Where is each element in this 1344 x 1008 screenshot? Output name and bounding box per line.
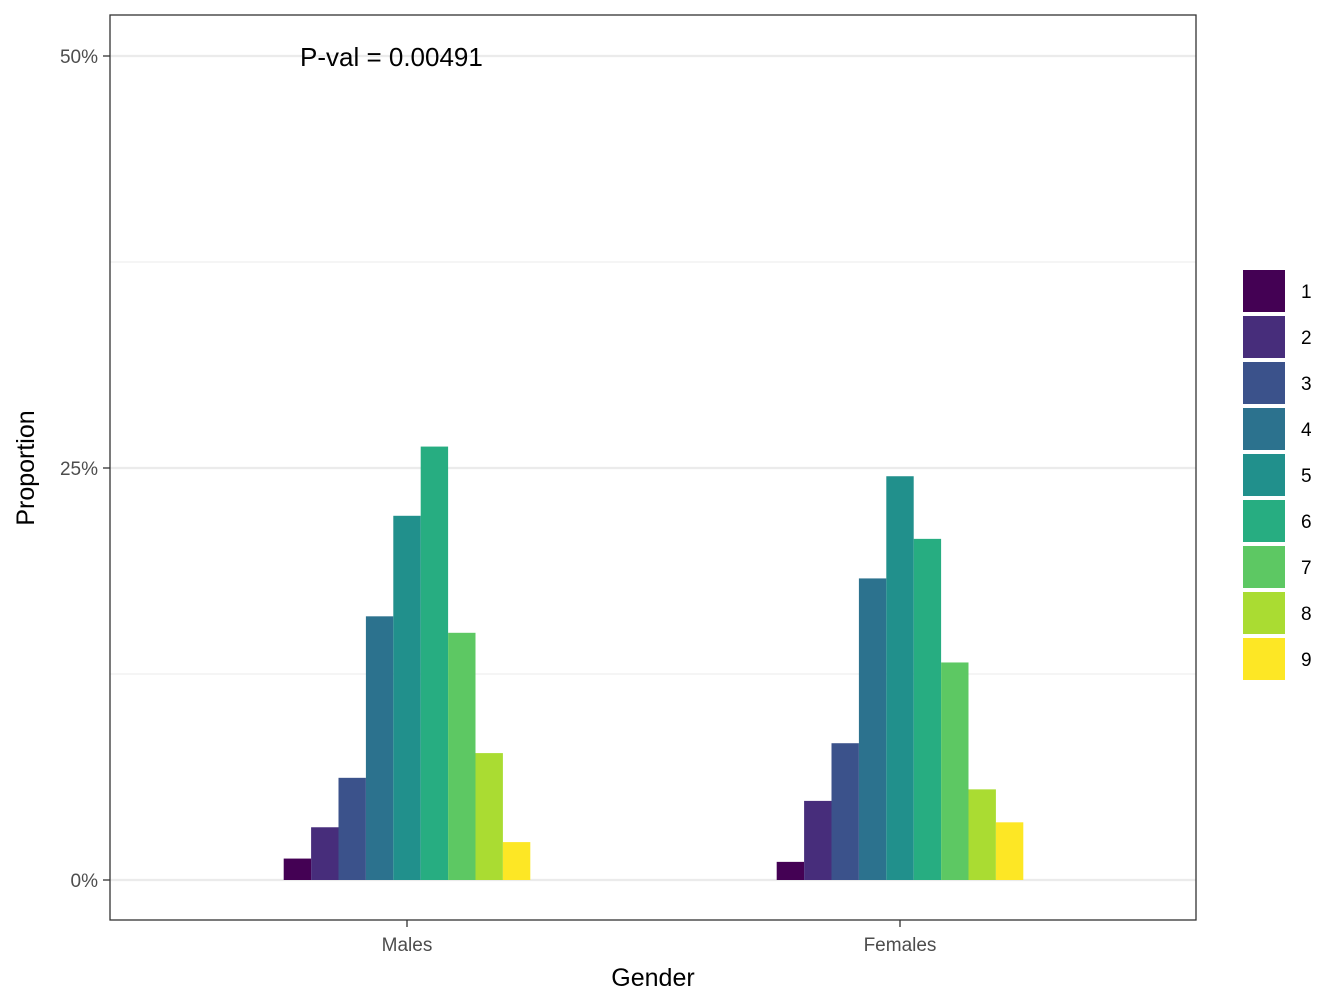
- bar-females-2: [804, 800, 832, 880]
- bar-females-7: [941, 662, 969, 880]
- legend-label-6: 6: [1301, 512, 1312, 533]
- legend-key-1: [1243, 270, 1285, 312]
- bar-males-4: [365, 616, 394, 880]
- bar-females-8: [968, 789, 996, 880]
- y-tick-label: 50%: [60, 47, 98, 68]
- bar-males-2: [311, 827, 339, 880]
- legend-key-2: [1243, 316, 1285, 358]
- bar-males-3: [338, 777, 366, 880]
- x-tick-label: Females: [864, 935, 937, 956]
- legend-key-3: [1243, 362, 1285, 404]
- legend-key-7: [1243, 546, 1285, 588]
- x-axis-title: Gender: [611, 964, 694, 992]
- bar-males-5: [393, 515, 421, 880]
- legend-key-8: [1243, 592, 1285, 634]
- legend-label-5: 5: [1301, 466, 1312, 487]
- x-axis: Males Females: [382, 920, 937, 956]
- bar-males-8: [475, 753, 503, 880]
- bar-males-7: [448, 632, 476, 880]
- bar-females-3: [831, 743, 859, 880]
- bar-males-6: [420, 446, 449, 880]
- legend-label-3: 3: [1301, 374, 1312, 395]
- legend-key-6: [1243, 500, 1285, 542]
- bar-males-1: [283, 858, 312, 880]
- bar-females-1: [776, 861, 805, 880]
- legend-label-1: 1: [1301, 282, 1312, 303]
- bar-males-9: [502, 842, 531, 880]
- legend-key-9: [1243, 638, 1285, 680]
- legend-label-7: 7: [1301, 558, 1312, 579]
- annotation-text: P-val = 0.00491: [300, 42, 483, 72]
- bar-females-9: [995, 822, 1024, 880]
- y-axis-title: Proportion: [12, 410, 40, 525]
- bars: [283, 446, 1024, 880]
- legend-label-2: 2: [1301, 328, 1312, 349]
- legend-key-4: [1243, 408, 1285, 450]
- bar-females-5: [886, 476, 914, 880]
- bar-females-6: [913, 538, 942, 880]
- legend-label-8: 8: [1301, 604, 1312, 625]
- y-tick-label: 25%: [60, 459, 98, 480]
- x-tick-label: Males: [382, 935, 433, 956]
- legend-label-9: 9: [1301, 650, 1312, 671]
- legend-label-4: 4: [1301, 420, 1312, 441]
- y-tick-label: 0%: [71, 871, 99, 892]
- y-axis: 0% 25% 50%: [60, 47, 110, 892]
- legend: 1 2 3 4 5 6 7 8 9: [1243, 270, 1312, 680]
- legend-key-5: [1243, 454, 1285, 496]
- bar-females-4: [858, 578, 887, 880]
